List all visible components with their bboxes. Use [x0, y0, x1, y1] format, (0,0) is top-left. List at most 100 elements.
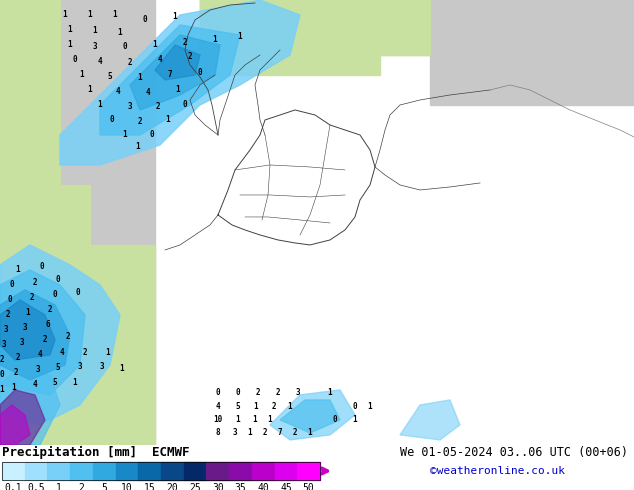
Text: 6: 6 — [46, 320, 50, 329]
Bar — [0, 0, 155, 445]
Text: 3: 3 — [93, 43, 97, 51]
Text: 2: 2 — [127, 58, 133, 68]
Text: 3: 3 — [127, 102, 133, 112]
Text: 1: 1 — [87, 10, 93, 20]
Text: 2: 2 — [138, 118, 142, 126]
Text: 0: 0 — [110, 116, 114, 124]
Text: 50: 50 — [303, 483, 314, 490]
Text: 0: 0 — [53, 291, 57, 299]
Text: 0.5: 0.5 — [27, 483, 45, 490]
Text: 4: 4 — [33, 380, 37, 390]
Text: 1: 1 — [268, 416, 273, 424]
Text: 10: 10 — [121, 483, 133, 490]
Text: 1: 1 — [248, 428, 252, 438]
Text: 0: 0 — [236, 389, 240, 397]
Text: 1: 1 — [93, 26, 97, 35]
Text: 2: 2 — [16, 353, 20, 363]
Text: 2: 2 — [66, 332, 70, 342]
Text: 0: 0 — [40, 263, 44, 271]
Bar — [0, 185, 90, 445]
Polygon shape — [60, 0, 300, 165]
Text: 0: 0 — [10, 280, 15, 290]
Text: 1: 1 — [238, 32, 242, 42]
Text: 1: 1 — [123, 130, 127, 140]
Text: 2: 2 — [33, 278, 37, 288]
Text: 2: 2 — [79, 483, 84, 490]
Bar — [2, 462, 25, 480]
Text: 5: 5 — [108, 73, 112, 81]
Text: 0: 0 — [353, 402, 358, 412]
Text: 1: 1 — [63, 10, 67, 20]
Text: 1: 1 — [254, 402, 258, 412]
Text: 2: 2 — [42, 336, 48, 344]
Text: 1: 1 — [0, 386, 4, 394]
Bar — [184, 462, 207, 480]
Text: 2: 2 — [293, 428, 297, 438]
Text: 2: 2 — [188, 52, 192, 61]
Text: 4: 4 — [115, 88, 120, 97]
Bar — [207, 462, 229, 480]
Text: 1: 1 — [212, 35, 217, 45]
Text: 2: 2 — [30, 294, 34, 302]
Bar — [430, 0, 634, 105]
Text: 1: 1 — [87, 85, 93, 95]
Text: 0: 0 — [150, 130, 154, 140]
Text: 4: 4 — [146, 89, 150, 98]
Text: 2: 2 — [156, 102, 160, 112]
Text: 0: 0 — [198, 69, 202, 77]
Text: 3: 3 — [78, 363, 82, 371]
Text: We 01-05-2024 03..06 UTC (00+06): We 01-05-2024 03..06 UTC (00+06) — [400, 446, 628, 459]
Text: 10: 10 — [214, 416, 223, 424]
Bar — [90, 245, 155, 445]
Text: 1: 1 — [368, 402, 372, 412]
Bar — [138, 462, 161, 480]
Text: 2: 2 — [14, 368, 18, 377]
Text: 45: 45 — [280, 483, 292, 490]
Text: 3: 3 — [295, 389, 301, 397]
Text: 0: 0 — [56, 275, 60, 285]
Polygon shape — [270, 390, 355, 440]
Text: 1: 1 — [120, 365, 124, 373]
Polygon shape — [0, 290, 70, 380]
Text: 20: 20 — [167, 483, 178, 490]
Text: 1: 1 — [165, 116, 171, 124]
Text: 1: 1 — [307, 428, 313, 438]
Text: 8: 8 — [216, 428, 220, 438]
Text: 0: 0 — [123, 43, 127, 51]
Text: 1: 1 — [16, 266, 20, 274]
Polygon shape — [0, 245, 120, 425]
Text: 1: 1 — [136, 143, 140, 151]
Text: ©weatheronline.co.uk: ©weatheronline.co.uk — [430, 466, 565, 476]
Bar — [200, 0, 430, 55]
Bar — [115, 462, 138, 480]
Text: 1: 1 — [68, 41, 72, 49]
Text: 1: 1 — [236, 416, 240, 424]
Text: 2: 2 — [6, 311, 10, 319]
Text: 1: 1 — [80, 71, 84, 79]
Bar — [2, 462, 320, 480]
Text: 5: 5 — [236, 402, 240, 412]
Bar — [0, 0, 60, 185]
Text: 3: 3 — [20, 339, 24, 347]
Text: 0: 0 — [216, 389, 220, 397]
Text: 2: 2 — [276, 389, 280, 397]
Bar — [93, 462, 115, 480]
Polygon shape — [130, 35, 220, 110]
Text: 1: 1 — [172, 13, 178, 22]
Bar — [297, 462, 320, 480]
Text: 0: 0 — [183, 100, 187, 109]
Text: 1: 1 — [253, 416, 257, 424]
Text: 1: 1 — [118, 28, 122, 38]
Polygon shape — [400, 400, 460, 440]
Text: 0: 0 — [0, 370, 4, 379]
Bar — [252, 462, 275, 480]
Text: 15: 15 — [144, 483, 155, 490]
Text: 0: 0 — [73, 55, 77, 65]
Bar — [200, 0, 380, 75]
Polygon shape — [0, 390, 45, 445]
Text: 0: 0 — [8, 295, 12, 304]
Text: 3: 3 — [100, 363, 105, 371]
Text: 0.1: 0.1 — [4, 483, 22, 490]
Text: 2: 2 — [272, 402, 276, 412]
Text: 1: 1 — [138, 74, 142, 82]
